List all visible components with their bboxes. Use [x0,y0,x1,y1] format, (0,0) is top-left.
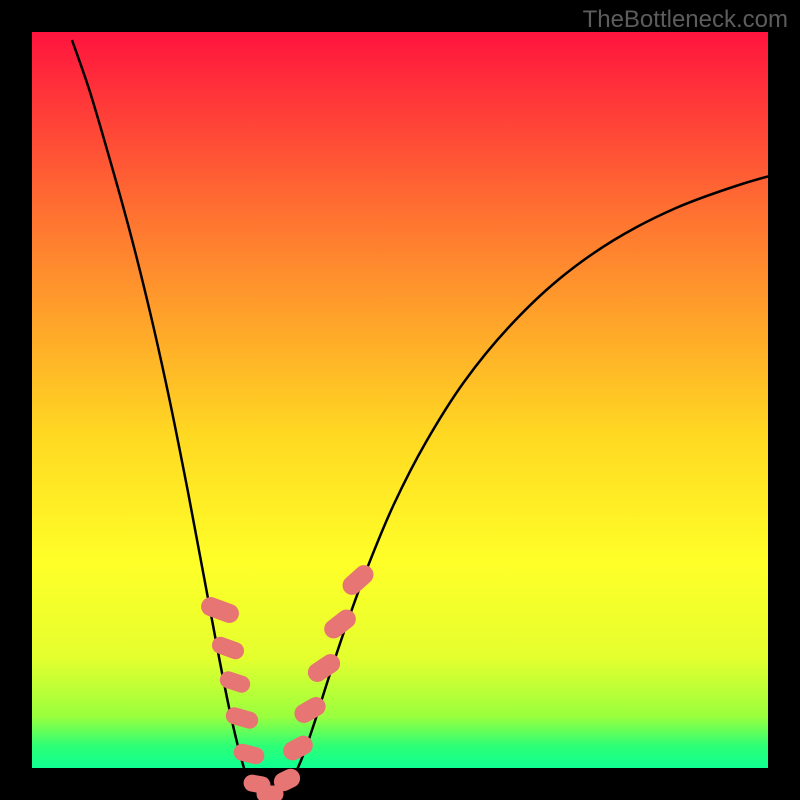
curve-marker [218,670,251,694]
curve-marker [210,635,246,661]
bottleneck-curve [72,40,800,796]
chart-container: TheBottleneck.com [0,0,800,800]
curve-overlay [0,0,800,800]
curve-marker [233,743,266,766]
curve-marker [199,595,241,625]
curve-marker [305,651,343,685]
marker-group [199,562,377,800]
watermark-text: TheBottleneck.com [583,6,788,34]
curve-marker [339,562,376,598]
curve-marker [224,706,259,730]
curve-marker [321,606,359,641]
